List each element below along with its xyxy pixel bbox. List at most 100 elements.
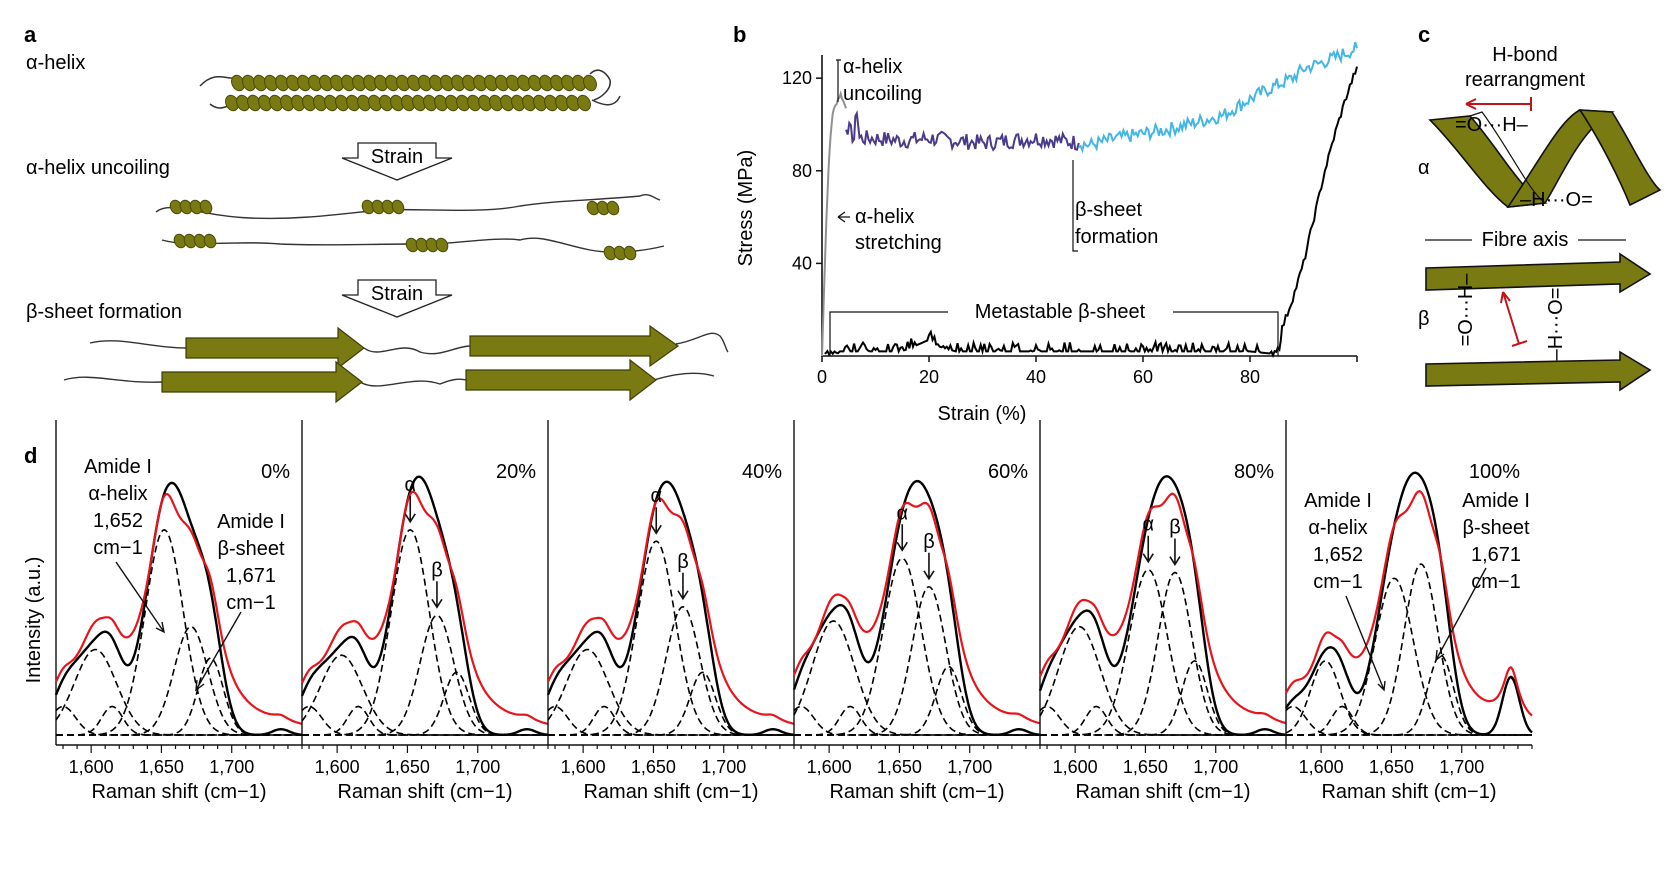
alpha-hbond-2: –H···O= — [1520, 189, 1593, 211]
short-helix-turn — [435, 237, 449, 253]
d-measured-spectrum — [792, 479, 1041, 736]
callout-beta-sheet: β-sheet — [217, 538, 285, 560]
d-component-curve — [301, 705, 548, 736]
b-series-line — [821, 90, 848, 357]
d-measured-spectrum — [1285, 471, 1533, 736]
raman-subplot: 1,600 1,650 1,700 Raman shift (cm−1) 100% Ami… — [1285, 420, 1533, 803]
d-x-tick-label: 1,650 — [385, 757, 430, 777]
beta-strands — [63, 324, 729, 404]
beta-symbol: β — [1418, 308, 1430, 330]
coiled-helix-illustration — [199, 69, 621, 112]
b-x-tick-label: 20 — [919, 367, 939, 387]
helix-uncoiling-label: α-helix uncoiling — [26, 157, 170, 179]
metastable-annot: Metastable β-sheet — [975, 301, 1146, 323]
peak-label-alpha: α — [896, 502, 908, 524]
peak-label-beta: β — [1169, 517, 1181, 539]
b-y-axis-label: Stress (MPa) — [735, 150, 757, 267]
d-x-tick-label: 1,700 — [701, 757, 746, 777]
d-x-tick-label: 1,600 — [561, 757, 606, 777]
panel-d: d Intensity (a.u.) 1,600 1,650 1,700 Raman … — [23, 420, 1533, 803]
short-helix-turn — [623, 245, 637, 261]
panel-a: a α-helix α-helix uncoiling β-sheet form… — [24, 22, 729, 404]
d-x-tick-label: 1,700 — [1439, 757, 1484, 777]
d-x-axis-label: Raman shift (cm−1) — [337, 781, 512, 803]
uncoiled-chains — [155, 193, 665, 261]
peak-arrow-icon — [1169, 538, 1181, 567]
b-x-tick-label: 40 — [1026, 367, 1046, 387]
peak-arrow-icon — [677, 572, 689, 601]
d-component-curve — [793, 620, 1040, 736]
strain-arrow-2: Strain — [341, 279, 453, 318]
helix-strand-bottom — [225, 94, 591, 112]
beta-rearrangement-arrow-icon — [1500, 291, 1528, 347]
d-x-tick-label: 1,600 — [69, 757, 114, 777]
panel-label-c: c — [1418, 22, 1430, 47]
d-component-curve — [56, 528, 302, 736]
d-measured-spectrum — [546, 480, 795, 737]
d-x-axis-label: Raman shift (cm−1) — [91, 781, 266, 803]
raman-subplot: 1,600 1,650 1,700 Raman shift (cm−1) 60% αβ — [792, 420, 1041, 803]
d-component-curve — [548, 705, 794, 736]
d-component-curve — [55, 648, 302, 736]
alpha-ribbon — [1428, 109, 1662, 208]
metastable-bracket — [829, 311, 1279, 356]
callout-arrow-icon — [195, 611, 242, 692]
d-component-curve — [56, 657, 302, 736]
callout-arrow-icon — [115, 561, 165, 634]
uncoiling-annot-1: α-helix — [843, 56, 902, 78]
beta-hbond-1: =O···H– — [1455, 273, 1477, 347]
beta-sheet-formation-label: β-sheet formation — [26, 301, 182, 323]
d-component-curve — [1286, 677, 1533, 736]
callout-arrow-icon — [1345, 595, 1386, 692]
helix-turn — [583, 74, 597, 92]
panel-c: c H-bond rearrangment =O···H– –H···O= α … — [1418, 22, 1662, 392]
d-strain-label: 20% — [496, 461, 536, 483]
callout-amide-beta: Amide I — [1462, 490, 1530, 512]
alpha-hbond-1: =O···H– — [1455, 114, 1529, 136]
b-x-tick-label: 80 — [1240, 367, 1260, 387]
stretching-annot-1: α-helix — [855, 206, 914, 228]
b-series-line — [845, 110, 1080, 152]
d-x-tick-label: 1,700 — [947, 757, 992, 777]
peak-label-beta: β — [431, 559, 443, 581]
raman-subplot: 1,600 1,650 1,700 Raman shift (cm−1) 20% α β — [300, 420, 549, 803]
peak-arrow-icon — [650, 507, 662, 535]
d-x-tick-label: 1,600 — [1053, 757, 1098, 777]
d-component-curve — [1286, 654, 1532, 736]
d-x-tick-label: 1,700 — [209, 757, 254, 777]
raman-subplot: 1,600 1,650 1,700 Raman shift (cm−1) 0% Amide… — [54, 420, 303, 803]
peak-label-beta: β — [923, 531, 935, 553]
d-component-curve — [302, 671, 548, 736]
alpha-helix-label: α-helix — [26, 52, 85, 74]
helix-turn — [577, 94, 591, 112]
d-x-axis-label: Raman shift (cm−1) — [829, 781, 1004, 803]
peak-label-beta: β — [677, 551, 689, 573]
uncoiling-annot-2: uncoiling — [843, 83, 922, 105]
d-x-tick-label: 1,650 — [139, 757, 184, 777]
panel-label-d: d — [24, 443, 37, 468]
beta-formation-bracket — [1072, 160, 1078, 252]
callout-wn-1671: 1,671 — [226, 565, 276, 587]
peak-arrow-icon — [896, 524, 908, 552]
raman-subplot: 1,600 1,650 1,700 Raman shift (cm−1) 40% α β — [546, 420, 795, 803]
beta-formation-annot-2: formation — [1075, 226, 1158, 248]
callout-unit: cm−1 — [226, 592, 275, 614]
fibre-axis-label: Fibre axis — [1482, 229, 1569, 251]
callout-amide-alpha: Amide I — [84, 456, 152, 478]
raman-spectra: 1,600 1,650 1,700 Raman shift (cm−1) 0% Amide… — [54, 420, 1533, 803]
b-series-line — [824, 66, 1358, 358]
d-component-curve — [1040, 660, 1286, 736]
b-y-tick-label: 40 — [792, 253, 812, 273]
short-helix-segments — [169, 199, 637, 261]
d-x-tick-label: 1,650 — [877, 757, 922, 777]
strain-label-1: Strain — [371, 146, 423, 168]
strain-arrow-1: Strain — [341, 142, 453, 181]
panel-label-a: a — [24, 22, 37, 47]
stretching-arrow-icon — [837, 211, 850, 223]
beta-hbond-2: –H···O= — [1545, 288, 1567, 361]
peak-arrow-icon — [431, 581, 443, 609]
strain-label-2: Strain — [371, 283, 423, 305]
d-x-tick-label: 1,600 — [807, 757, 852, 777]
callout-alpha-helix: α-helix — [1308, 517, 1367, 539]
d-strain-label: 80% — [1234, 461, 1274, 483]
